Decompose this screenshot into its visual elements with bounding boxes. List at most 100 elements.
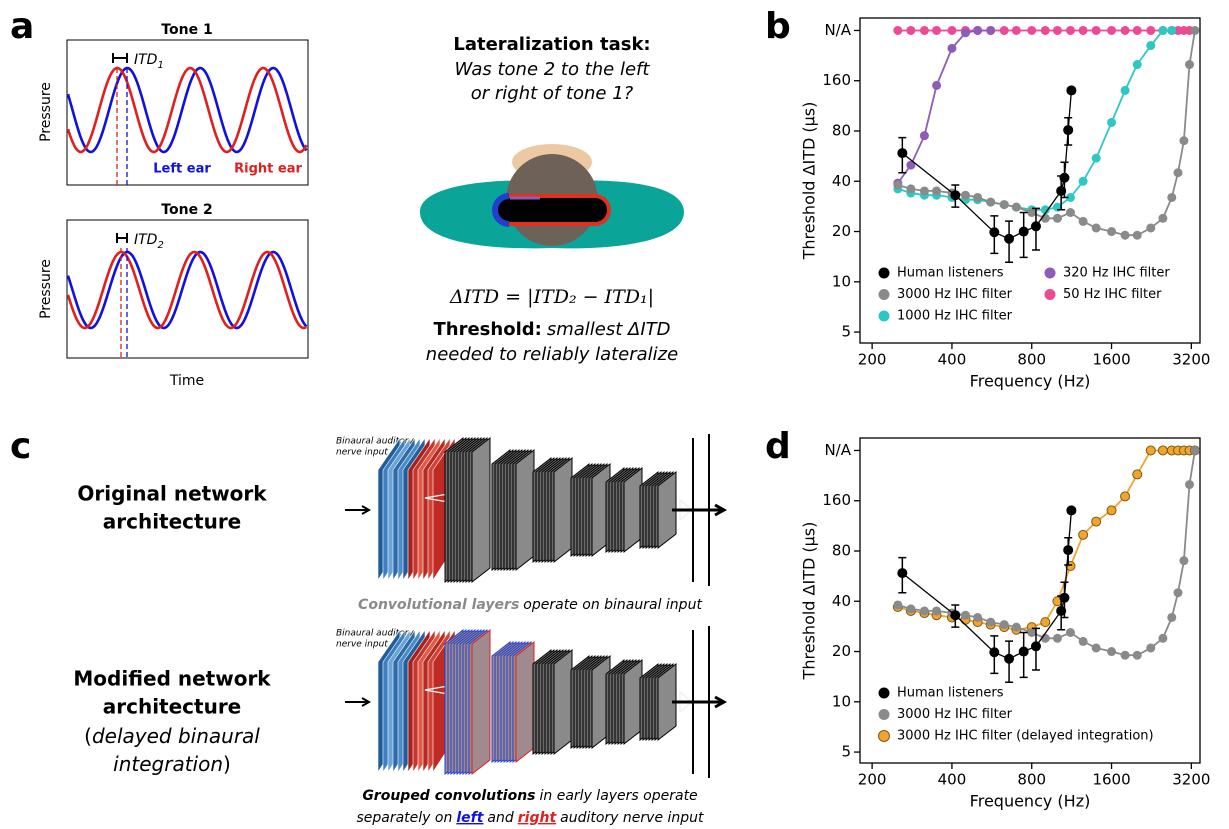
caption: separately onleftandrightauditory nerve … [356,810,704,826]
plot-title: Tone 1 [161,22,212,38]
legend-label: 50 Hz IHC filter [1063,287,1162,302]
itd-label: ITD2 [134,232,164,251]
data-point [1121,231,1130,240]
data-point [1107,26,1116,35]
data-point [1031,221,1041,231]
chart: 20040080016003200510204080160N/AFrequenc… [800,18,1211,391]
x-tick-label: 200 [858,771,887,789]
data-point [1066,628,1075,637]
x-tick-label: 800 [1017,771,1046,789]
architecture-title: architecture [103,510,242,534]
data-point [1066,505,1076,515]
panel-letter: b [765,6,791,47]
threshold-text: smallest ΔITD [547,319,671,340]
data-point [1174,588,1183,597]
y-tick-label: 5 [841,743,851,761]
data-point [1158,446,1167,455]
data-point [961,611,970,620]
network-diagram [345,434,724,586]
data-point [1107,506,1116,515]
data-point [906,26,915,35]
data-point [1146,26,1155,35]
y-tick-label: 20 [832,642,851,660]
data-point [1031,641,1041,651]
x-tick-label: 200 [858,351,887,369]
data-point [1190,26,1199,35]
data-point [920,131,929,140]
data-point [1000,620,1009,629]
body: { "panel_labels": ["a", "b", "c", "d"], … [0,0,1229,829]
data-point [893,180,902,189]
data-point [1063,545,1073,555]
itd-text: ITD [134,232,158,248]
data-point [1133,231,1142,240]
data-point [950,610,960,620]
conv-layer [554,458,572,562]
caption-text: separately on [356,810,452,826]
data-point [1121,86,1130,95]
itd-text: ITD [134,52,158,68]
formula: ΔITD = |ITD₂ − ITD₁| [449,286,654,308]
legend-label: Human listeners [897,266,1004,281]
task-title: Lateralization task: [453,34,650,55]
head-illustration [420,144,684,248]
y-tick-label: 80 [832,541,851,559]
series-line [898,451,1195,630]
data-point [1158,214,1167,223]
data-point [1121,26,1130,35]
legend-marker [879,268,890,279]
subtitle-text: integration [113,752,223,776]
data-point [1133,470,1142,479]
itd-bracket [117,233,127,243]
legend-marker [879,709,890,720]
y-tick-label: 5 [841,323,851,341]
data-point [920,26,929,35]
panel-letter: d [765,426,791,467]
legend-marker [1045,289,1056,300]
data-point [1066,208,1075,217]
waveform [68,68,307,152]
conv-layer [554,650,572,754]
y-axis-label: Threshold ΔITD (μs) [800,522,819,681]
data-point [1179,556,1188,565]
x-tick-label: 1600 [1092,771,1130,789]
x-axis-label: Time [169,373,204,389]
data-point [1092,517,1101,526]
legend-right: Right ear [234,162,302,177]
legend-label: 3000 Hz IHC filter [897,707,1013,722]
x-tick-label: 1600 [1092,351,1130,369]
data-point [973,613,982,622]
architecture-title: Modified network [73,667,271,691]
data-point [986,198,995,207]
y-tick-label: N/A [824,441,851,459]
data-point [893,26,902,35]
data-point [932,606,941,615]
threshold-text: needed to reliably lateralize [426,344,678,365]
data-point [986,26,995,35]
data-point [961,28,970,37]
data-point [1012,203,1021,212]
data-point [1092,154,1101,163]
conv-layer [516,642,534,762]
data-point [1167,193,1176,202]
data-point [1059,173,1069,183]
waveform [68,68,307,152]
figure: a b c d Tone 1 Tone 2 Pressure Pressure … [0,0,1229,829]
paren: ( [84,724,92,748]
data-point [1121,492,1130,501]
conv-layer [472,630,490,774]
data-point [1056,186,1066,196]
data-point [989,647,999,657]
data-point [1121,651,1130,660]
panel-letter: a [10,6,34,47]
conv-layer [624,468,642,552]
data-point [1000,26,1009,35]
architecture-title: architecture [103,695,242,719]
data-point [1027,628,1036,637]
legend-marker [879,311,890,322]
legend-marker [879,731,890,742]
y-tick-label: 20 [832,222,851,240]
data-point [947,44,956,53]
y-tick-label: N/A [824,21,851,39]
data-point [932,81,941,90]
